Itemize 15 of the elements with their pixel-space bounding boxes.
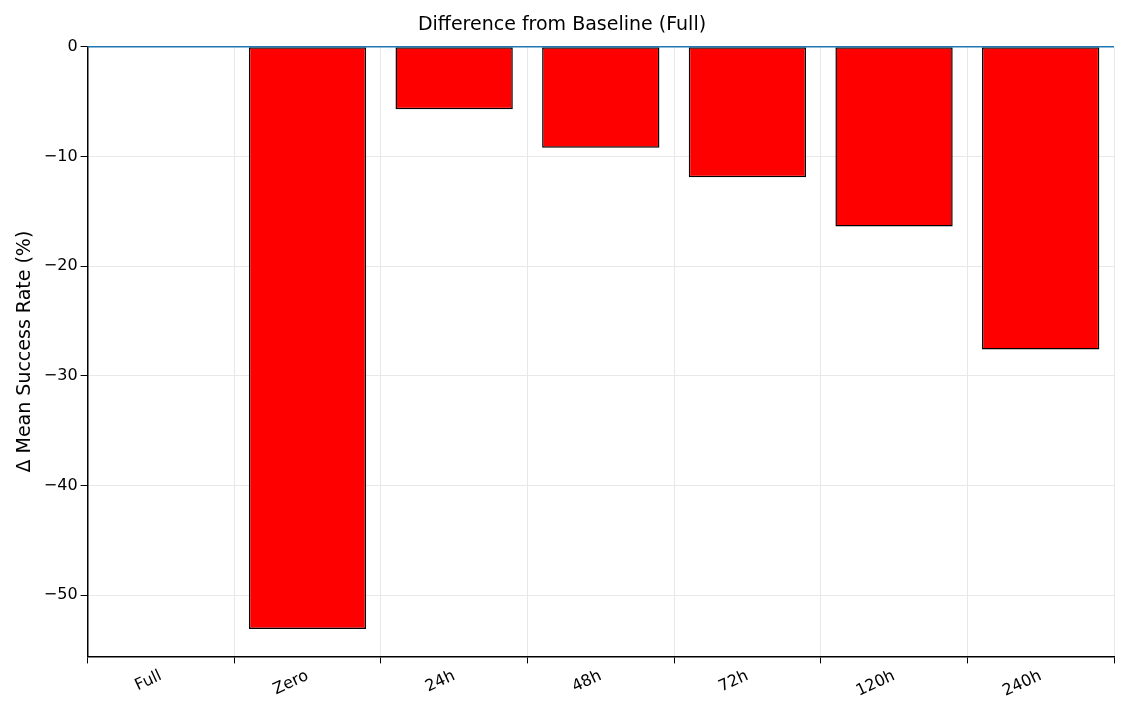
y-tick-label: 0 [67,35,78,55]
y-axis-title: Δ Mean Success Rate (%) [12,230,35,473]
y-tick-label: −40 [43,474,78,494]
x-tick-label: 24h [421,665,458,696]
x-tick-label: 240h [999,665,1045,700]
y-tick-label: −50 [43,584,78,604]
x-tick-label: 72h [715,665,751,696]
y-tick-label: −20 [43,255,78,275]
chart-title: Difference from Baseline (Full) [417,12,707,35]
y-tick-label: −30 [43,364,78,384]
x-tick-label: Full [131,665,165,695]
y-tick-label: −10 [43,145,78,165]
x-tick-label: Zero [269,665,311,699]
x-tick-label: 120h [852,665,898,700]
x-tick-label: 48h [568,665,605,696]
